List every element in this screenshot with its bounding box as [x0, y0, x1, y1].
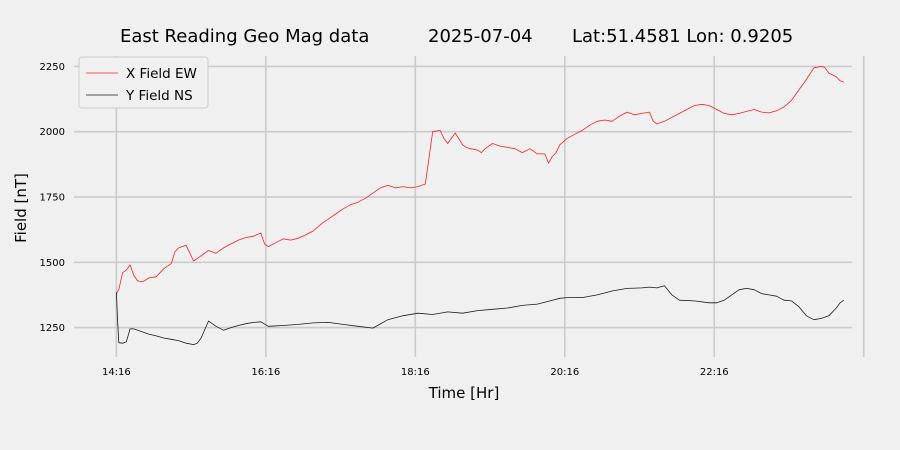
- y-tick-label: 2250: [40, 62, 65, 73]
- y-tick-label: 1750: [40, 193, 65, 204]
- x-tick-label: 18:16: [401, 367, 430, 378]
- x-tick-labels: 14:16 16:16 18:16 20:16 22:16: [102, 367, 729, 378]
- chart-title-date: 2025-07-04: [428, 26, 533, 47]
- chart-title: East Reading Geo Mag data 2025-07-04 Lat…: [120, 26, 793, 47]
- x-tick-label: 22:16: [700, 367, 729, 378]
- y-tick-labels: 1250 1500 1750 2000 2250: [40, 62, 65, 334]
- legend-label-x-field: X Field EW: [126, 66, 197, 82]
- x-gridlines: [115, 56, 865, 357]
- y-tick-label: 1250: [40, 323, 65, 334]
- chart-title-location: Lat:51.4581 Lon: 0.9205: [572, 26, 793, 47]
- legend: X Field EW Y Field NS: [78, 56, 209, 109]
- x-tick-label: 16:16: [251, 367, 280, 378]
- legend-label-y-field: Y Field NS: [125, 88, 193, 104]
- y-tick-label: 2000: [40, 127, 65, 138]
- x-tick-label: 14:16: [102, 367, 131, 378]
- y-tick-label: 1500: [40, 258, 65, 269]
- plot-series: [116, 66, 845, 346]
- chart-title-station: East Reading Geo Mag data: [120, 26, 369, 47]
- x-tick-label: 20:16: [550, 367, 579, 378]
- series-line-y-field: [116, 285, 845, 346]
- series-line-x-field: [116, 66, 844, 294]
- y-axis-label: Field [nT]: [12, 173, 30, 243]
- x-axis-label: Time [Hr]: [428, 384, 500, 402]
